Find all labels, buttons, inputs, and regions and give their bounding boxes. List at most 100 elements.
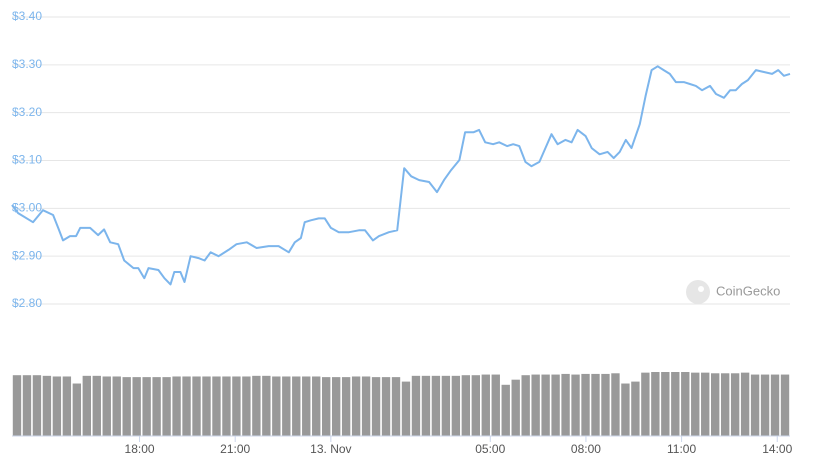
watermark-text: CoinGecko [716, 283, 780, 298]
volume-bar [192, 376, 201, 436]
volume-bar [531, 374, 540, 436]
volume-bar [671, 372, 680, 436]
volume-bar [262, 375, 271, 436]
volume-bar [381, 377, 391, 436]
x-tick-label: 08:00 [571, 442, 601, 456]
watermark: CoinGecko [686, 280, 780, 304]
volume-bar [12, 375, 22, 436]
volume-bar [411, 375, 421, 436]
volume-bar [471, 375, 480, 436]
volume-bar [711, 373, 720, 436]
volume-bar [92, 375, 101, 436]
x-tick-label: 18:00 [125, 442, 155, 456]
volume-bar [32, 375, 42, 436]
volume-bar [760, 374, 770, 436]
volume-bar [720, 373, 730, 436]
price-panel: $2.80 $2.90 $3.00 $3.10 $3.20 $3.30 $3.40 18:00… [11, 9, 793, 456]
volume-bar [451, 375, 461, 436]
volume-bar [461, 375, 471, 436]
volume-bar [242, 376, 251, 436]
volume-bar [421, 375, 431, 436]
volume-bar [661, 372, 670, 436]
x-tick-label: 14:00 [762, 442, 792, 456]
volume-bar [631, 381, 640, 436]
x-tick-label: 13. Nov [310, 442, 351, 456]
volume-bar [691, 372, 700, 436]
y-tick-label: $2.90 [12, 248, 42, 262]
volume-bar [521, 375, 530, 436]
volume-bar [312, 376, 321, 436]
volume-bar [481, 374, 490, 436]
y-tick-label: $3.30 [12, 57, 42, 71]
y-tick-label: $2.80 [12, 296, 42, 310]
x-tick-label: 05:00 [475, 442, 505, 456]
volume-bar [401, 381, 411, 436]
watermark-logo-eye [698, 286, 704, 292]
volume-bar [551, 374, 560, 436]
y-tick-label: $3.00 [12, 201, 42, 215]
volume-panel [12, 372, 790, 437]
volume-bar [511, 379, 520, 436]
volume-bar [351, 376, 361, 436]
volume-bar [162, 377, 171, 436]
volume-bar [341, 377, 351, 436]
volume-bar [750, 374, 760, 436]
volume-bar [681, 372, 690, 436]
volume-bar [202, 376, 211, 436]
volume-bar [62, 376, 72, 436]
volume-bar [391, 377, 401, 436]
y-tick-label: $3.40 [12, 9, 42, 23]
volume-bar [322, 377, 331, 436]
volume-bar [441, 375, 451, 436]
volume-bar [172, 376, 181, 436]
volume-bar [142, 377, 151, 436]
volume-bar [252, 375, 261, 436]
price-line [11, 65, 791, 286]
volume-bar [641, 372, 650, 436]
volume-bar [571, 374, 580, 436]
volume-bar [152, 377, 161, 436]
volume-bar [112, 376, 121, 436]
volume-bar [730, 373, 740, 436]
volume-bar [651, 372, 660, 436]
volume-bar [182, 376, 191, 436]
volume-bar [601, 373, 610, 436]
volume-bar [212, 376, 221, 436]
volume-bar [491, 374, 500, 436]
volume-bar [222, 376, 231, 436]
volume-bar [431, 375, 441, 436]
volume-bar [331, 377, 341, 436]
volume-bar [292, 376, 301, 436]
volume-bar [302, 376, 311, 436]
volume-bar [541, 374, 550, 436]
volume-bar [611, 373, 620, 436]
volume-bar [232, 376, 241, 436]
x-tick-label: 11:00 [667, 442, 696, 456]
volume-bar [22, 375, 32, 436]
volume-bar [701, 372, 710, 436]
volume-bar [581, 373, 590, 436]
volume-bar [122, 377, 131, 436]
y-tick-label: $3.20 [12, 105, 42, 119]
volume-bar [770, 374, 780, 436]
volume-bar [272, 376, 281, 436]
volume-bar [102, 376, 111, 436]
volume-bar [591, 373, 600, 436]
volume-bar [561, 373, 570, 436]
volume-bar [42, 375, 52, 436]
volume-bar [282, 376, 291, 436]
y-tick-label: $3.10 [12, 153, 42, 167]
x-tick-label: 21:00 [220, 442, 250, 456]
volume-bar [780, 374, 790, 436]
volume-bar [52, 376, 62, 436]
volume-bar [501, 384, 510, 436]
volume-bar [371, 377, 381, 436]
watermark-logo [686, 280, 710, 304]
volume-bar [361, 376, 371, 436]
volume-bar [740, 372, 750, 436]
volume-bar [82, 375, 91, 436]
volume-bar [621, 383, 630, 436]
volume-bar [132, 377, 141, 436]
volume-bar [72, 383, 82, 436]
